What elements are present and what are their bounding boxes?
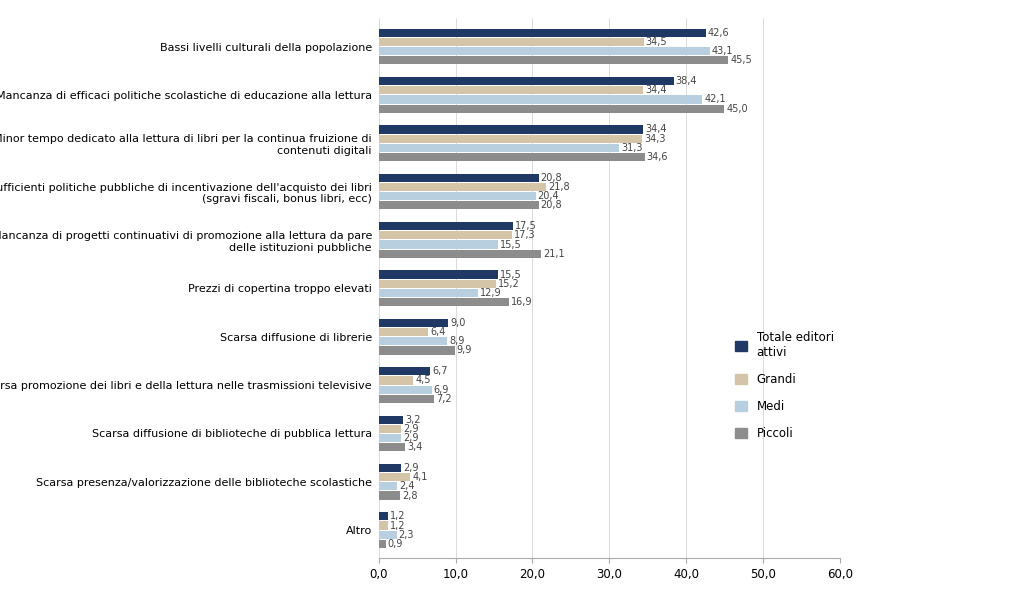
Text: 3,4: 3,4 — [407, 443, 422, 452]
Bar — [379, 249, 541, 258]
Text: 9,9: 9,9 — [457, 345, 472, 356]
Text: 2,9: 2,9 — [403, 463, 419, 473]
Bar — [379, 202, 539, 209]
Bar — [379, 240, 498, 249]
Bar — [379, 144, 620, 152]
Text: 43,1: 43,1 — [712, 46, 733, 56]
Text: 3,2: 3,2 — [406, 415, 421, 425]
Bar — [379, 135, 642, 143]
Bar — [379, 271, 498, 279]
Bar — [379, 347, 455, 354]
Bar — [379, 434, 401, 442]
Text: 15,2: 15,2 — [498, 279, 519, 289]
Text: 12,9: 12,9 — [480, 288, 502, 298]
Text: 7,2: 7,2 — [436, 394, 452, 404]
Text: 4,5: 4,5 — [416, 376, 431, 385]
Text: 42,1: 42,1 — [705, 95, 726, 104]
Bar — [379, 47, 710, 55]
Bar — [379, 289, 478, 297]
Text: 16,9: 16,9 — [511, 297, 532, 307]
Bar — [379, 280, 496, 288]
Bar — [379, 416, 403, 424]
Bar — [379, 464, 401, 472]
Bar — [379, 29, 707, 37]
Bar — [379, 521, 388, 530]
Text: 34,6: 34,6 — [646, 152, 668, 162]
Text: 20,8: 20,8 — [541, 200, 562, 211]
Bar — [379, 337, 447, 345]
Bar — [379, 298, 509, 306]
Bar — [379, 183, 547, 191]
Bar — [379, 425, 401, 433]
Bar — [379, 443, 404, 452]
Text: 2,9: 2,9 — [403, 433, 419, 443]
Bar — [379, 77, 674, 85]
Bar — [379, 319, 449, 327]
Bar — [379, 385, 432, 394]
Bar — [379, 473, 411, 481]
Bar — [379, 231, 512, 240]
Text: 38,4: 38,4 — [676, 76, 697, 86]
Text: 4,1: 4,1 — [413, 472, 428, 482]
Text: 6,7: 6,7 — [432, 366, 447, 376]
Bar — [379, 222, 513, 230]
Bar — [379, 38, 644, 46]
Bar — [379, 104, 725, 113]
Bar — [379, 95, 702, 104]
Text: 42,6: 42,6 — [708, 28, 729, 38]
Bar — [379, 328, 428, 336]
Text: 2,3: 2,3 — [398, 530, 414, 540]
Text: 6,4: 6,4 — [430, 327, 445, 337]
Bar — [379, 192, 536, 200]
Text: 1,2: 1,2 — [390, 511, 406, 521]
Text: 34,5: 34,5 — [646, 37, 668, 47]
Text: 2,8: 2,8 — [402, 490, 418, 501]
Bar — [379, 367, 430, 375]
Text: 21,1: 21,1 — [543, 249, 564, 259]
Bar — [379, 376, 414, 385]
Text: 15,5: 15,5 — [500, 240, 521, 249]
Text: 34,4: 34,4 — [645, 85, 667, 95]
Bar — [379, 512, 388, 520]
Text: 45,5: 45,5 — [730, 55, 752, 66]
Bar — [379, 125, 643, 134]
Text: 2,9: 2,9 — [403, 424, 419, 434]
Legend: Totale editori
attivi, Grandi, Medi, Piccoli: Totale editori attivi, Grandi, Medi, Pic… — [735, 331, 834, 440]
Bar — [379, 153, 645, 161]
Bar — [379, 540, 386, 548]
Bar — [379, 483, 397, 490]
Bar — [379, 174, 539, 182]
Text: 20,4: 20,4 — [538, 191, 559, 201]
Text: 31,3: 31,3 — [622, 143, 643, 153]
Text: 34,4: 34,4 — [645, 124, 667, 134]
Bar — [379, 86, 643, 94]
Bar — [379, 56, 728, 64]
Text: 45,0: 45,0 — [726, 104, 748, 114]
Bar — [379, 395, 434, 403]
Text: 2,4: 2,4 — [399, 481, 415, 492]
Text: 17,3: 17,3 — [514, 231, 536, 240]
Text: 21,8: 21,8 — [548, 182, 569, 192]
Text: 9,0: 9,0 — [450, 318, 465, 328]
Text: 0,9: 0,9 — [388, 539, 403, 549]
Text: 34,3: 34,3 — [644, 134, 666, 144]
Text: 17,5: 17,5 — [515, 221, 537, 231]
Text: 20,8: 20,8 — [541, 173, 562, 183]
Text: 1,2: 1,2 — [390, 521, 406, 531]
Text: 8,9: 8,9 — [450, 336, 465, 346]
Bar — [379, 531, 396, 539]
Bar — [379, 492, 400, 500]
Text: 6,9: 6,9 — [434, 385, 450, 395]
Text: 15,5: 15,5 — [500, 270, 521, 280]
